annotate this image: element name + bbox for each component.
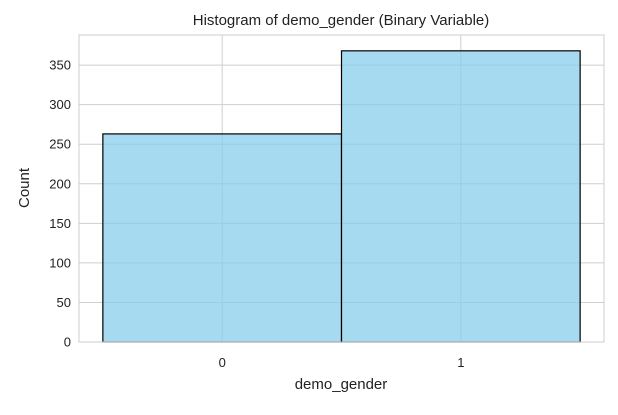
x-tick-label: 0 — [219, 355, 226, 370]
y-axis-label: Count — [16, 167, 33, 208]
y-tick-label: 350 — [49, 58, 71, 73]
histogram-bar-0 — [102, 133, 343, 343]
histogram-bar-1 — [340, 50, 581, 343]
y-tick-label: 200 — [49, 176, 71, 191]
y-tick-label: 100 — [49, 255, 71, 270]
x-tick-label: 1 — [457, 355, 464, 370]
y-tick-label: 250 — [49, 137, 71, 152]
y-tick-label: 0 — [64, 335, 71, 350]
y-tick-label: 50 — [57, 295, 71, 310]
y-tick-label: 300 — [49, 97, 71, 112]
axes-frame — [78, 34, 605, 343]
y-tick-label: 150 — [49, 216, 71, 231]
x-axis-label: demo_gender — [295, 376, 388, 393]
bars-layer — [102, 50, 581, 343]
chart-title: Histogram of demo_gender (Binary Variabl… — [193, 12, 490, 29]
y-tick-labels: 0 50 100 150 200 250 300 350 — [49, 58, 71, 350]
